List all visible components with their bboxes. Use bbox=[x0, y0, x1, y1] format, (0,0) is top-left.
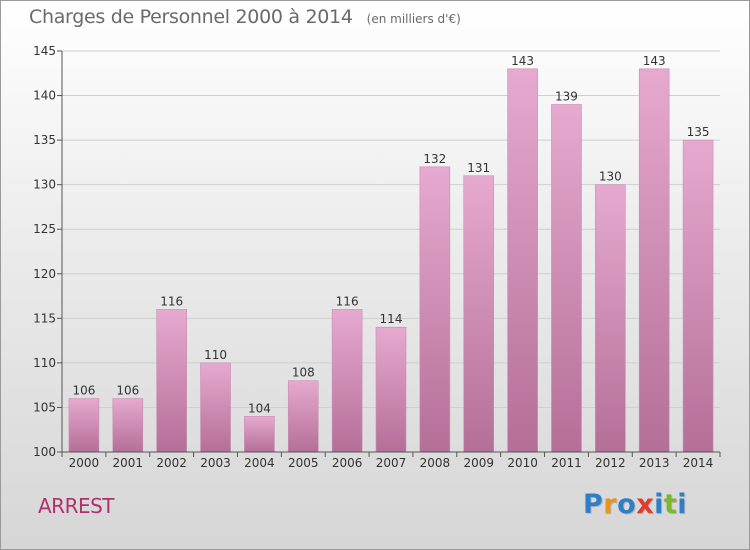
x-tick-label: 2005 bbox=[288, 456, 319, 470]
data-label: 143 bbox=[643, 54, 666, 68]
x-tick-label: 2009 bbox=[463, 456, 494, 470]
bar bbox=[682, 139, 714, 453]
city-name: ARREST bbox=[38, 494, 115, 518]
data-label: 110 bbox=[204, 348, 227, 362]
data-label: 116 bbox=[160, 294, 183, 308]
y-tick-label: 110 bbox=[33, 356, 56, 370]
y-tick-label: 115 bbox=[33, 311, 56, 325]
bar bbox=[112, 398, 144, 453]
data-label: 132 bbox=[423, 152, 446, 166]
data-label: 131 bbox=[467, 161, 490, 175]
x-tick-label: 2004 bbox=[244, 456, 275, 470]
data-label: 130 bbox=[599, 170, 622, 184]
x-tick-label: 2001 bbox=[113, 456, 144, 470]
x-tick-label: 2008 bbox=[420, 456, 451, 470]
bar bbox=[331, 309, 363, 453]
x-tick-label: 2002 bbox=[156, 456, 187, 470]
y-tick-label: 135 bbox=[33, 133, 56, 147]
proxiti-logo[interactable]: Proxiti bbox=[583, 489, 687, 520]
logo-letter: i bbox=[677, 489, 688, 520]
data-label: 135 bbox=[687, 125, 710, 139]
y-tick-label: 125 bbox=[33, 222, 56, 236]
logo-letter: P bbox=[583, 489, 604, 520]
bar bbox=[68, 398, 100, 453]
logo-letter: i bbox=[654, 489, 664, 520]
logo-letter: x bbox=[636, 489, 655, 520]
data-label: 139 bbox=[555, 89, 578, 103]
axes bbox=[61, 51, 720, 453]
chart-title-text: Charges de Personnel 2000 à 2014 bbox=[29, 6, 353, 28]
logo-letter: r bbox=[603, 489, 618, 520]
data-label: 114 bbox=[380, 312, 403, 326]
chart-title: Charges de Personnel 2000 à 2014 (en mill… bbox=[29, 6, 461, 28]
x-tick-label: 2010 bbox=[507, 456, 538, 470]
y-axis-ticks: 100 105 110 115 120 125 130 135 140 145 bbox=[33, 44, 62, 459]
bar bbox=[419, 166, 451, 453]
y-tick-label: 145 bbox=[33, 44, 56, 58]
x-tick-label: 2012 bbox=[595, 456, 626, 470]
bar bbox=[156, 309, 187, 453]
y-tick-label: 100 bbox=[33, 445, 56, 459]
bar bbox=[287, 380, 319, 453]
y-tick-label: 130 bbox=[33, 178, 56, 192]
bar bbox=[551, 104, 582, 453]
data-label: 104 bbox=[248, 401, 271, 415]
bar bbox=[200, 362, 231, 453]
bar bbox=[463, 175, 495, 453]
bar bbox=[507, 68, 538, 453]
data-label: 143 bbox=[511, 54, 534, 68]
data-label: 116 bbox=[336, 294, 359, 308]
y-tick-label: 120 bbox=[33, 267, 56, 281]
bar bbox=[244, 416, 275, 453]
y-tick-label: 140 bbox=[33, 89, 56, 103]
x-tick-label: 2000 bbox=[69, 456, 100, 470]
x-tick-label: 2013 bbox=[639, 456, 670, 470]
bars bbox=[68, 68, 714, 453]
bar bbox=[375, 326, 407, 453]
data-labels: 106 106 116 110 104 108 116 114 132 131 143 139 130 1… bbox=[72, 54, 709, 416]
logo-letter: o bbox=[617, 489, 637, 520]
x-axis-ticks: 2000 2001 2002 2003 2004 2005 2006 2007 2008 2009… bbox=[61, 452, 721, 470]
x-tick-label: 2011 bbox=[551, 456, 582, 470]
logo-letter: t bbox=[663, 489, 678, 520]
data-label: 108 bbox=[292, 366, 315, 380]
x-tick-label: 2003 bbox=[200, 456, 231, 470]
x-tick-label: 2014 bbox=[683, 456, 714, 470]
x-tick-label: 2007 bbox=[376, 456, 407, 470]
data-label: 106 bbox=[116, 384, 139, 398]
y-tick-label: 105 bbox=[33, 400, 56, 414]
x-tick-label: 2006 bbox=[332, 456, 363, 470]
bar bbox=[638, 68, 670, 453]
chart-subtitle: (en milliers d'€) bbox=[366, 12, 461, 26]
bar bbox=[595, 184, 626, 453]
data-label: 106 bbox=[72, 384, 95, 398]
